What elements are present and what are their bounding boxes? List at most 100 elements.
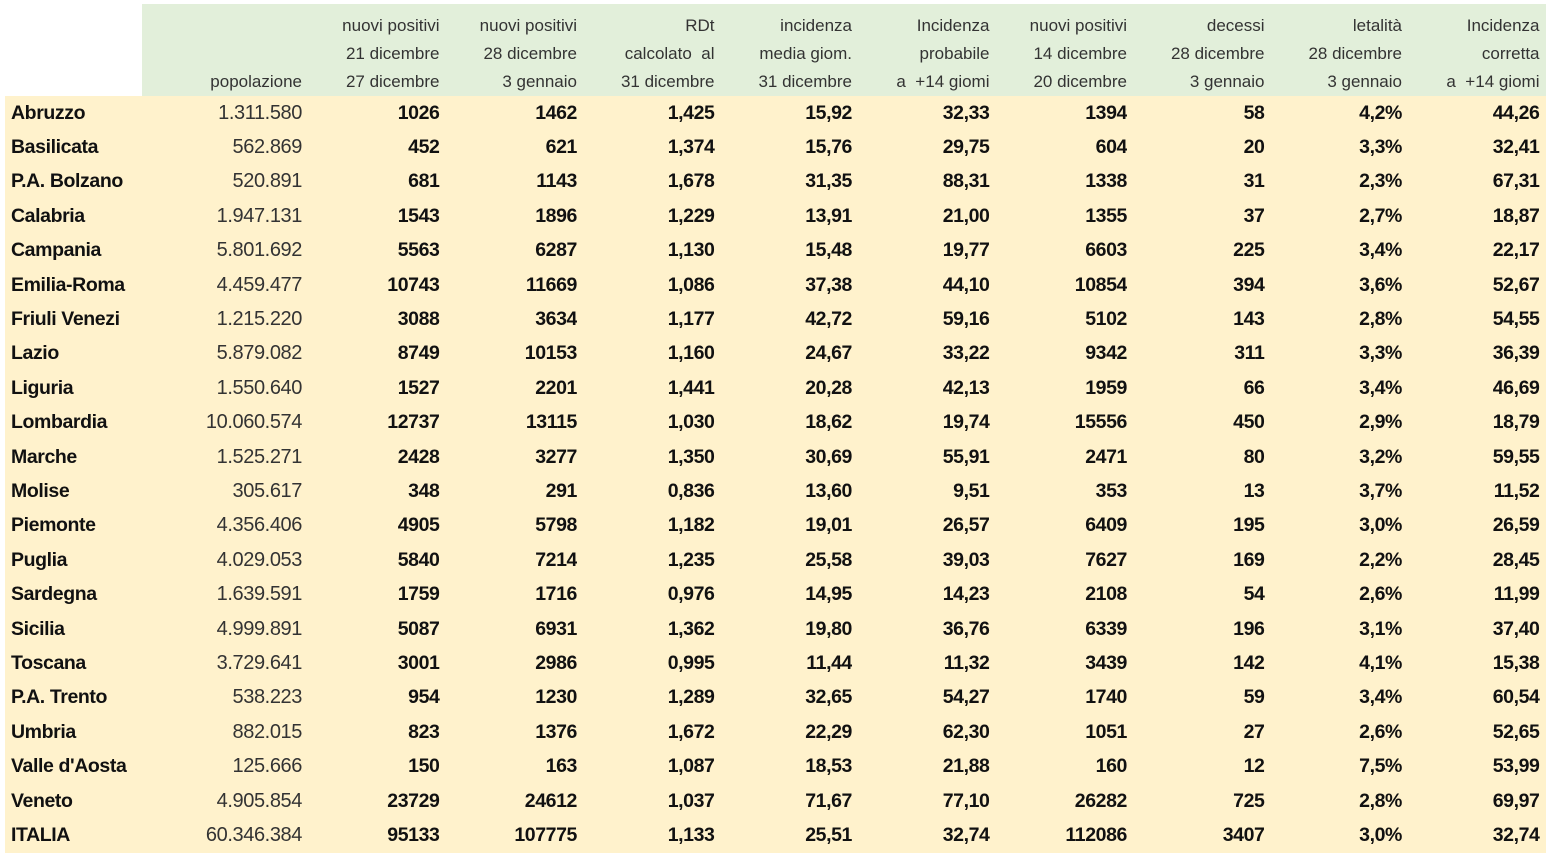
- cell-incidence-corrected: 44,26: [1492, 101, 1540, 124]
- body-background: [5, 96, 1546, 853]
- column-header-line: calcolato al: [624, 44, 715, 63]
- cell-incidence-probable: 59,16: [942, 308, 990, 331]
- cell-new-positives-dec21-27: 1026: [397, 101, 440, 124]
- cell-incidence-corrected: 28,45: [1492, 548, 1540, 571]
- cell-deaths: 20: [1243, 136, 1265, 159]
- cell-new-positives-dec14-20: 1355: [1085, 204, 1127, 227]
- cell-new-positives-dec28-jan3: 7214: [535, 548, 577, 571]
- column-header-new-positives-dec21-27: nuovi positivi 21 dicembre 27 dicembre: [302, 4, 439, 96]
- cell-new-positives-dec14-20: 160: [1095, 755, 1127, 778]
- cell-incidence-corrected: 18,87: [1492, 204, 1540, 227]
- cell-region: Friuli Venezi: [11, 308, 120, 331]
- cell-incidence-corrected: 52,67: [1492, 273, 1540, 296]
- table-row: Piemonte 4.356.406 4905 5798 1,182 19,01 26,57…: [5, 509, 1540, 543]
- cell-rdt: 1,235: [667, 548, 715, 571]
- cell-deaths: 142: [1233, 651, 1265, 674]
- cell-new-positives-dec21-27: 23729: [387, 789, 440, 812]
- cell-new-positives-dec21-27: 5563: [397, 239, 440, 262]
- cell-population: 4.999.891: [216, 617, 302, 640]
- cell-deaths: 725: [1233, 789, 1265, 812]
- cell-new-positives-dec28-jan3: 13115: [525, 411, 577, 434]
- cell-deaths: 12: [1243, 755, 1265, 778]
- cell-incidence-avg: 22,29: [805, 720, 852, 743]
- cell-region: Puglia: [11, 548, 68, 571]
- cell-incidence-probable: 19,74: [942, 411, 990, 434]
- cell-region: Veneto: [11, 789, 73, 812]
- column-header-line: letalità: [1352, 16, 1402, 35]
- cell-lethality: 3,7%: [1359, 479, 1402, 502]
- cell-lethality: 3,4%: [1359, 686, 1402, 709]
- table-row: Lazio 5.879.082 8749 10153 1,160 24,67 33,22 93…: [5, 337, 1540, 371]
- cell-new-positives-dec14-20: 604: [1095, 136, 1127, 159]
- table-row: Sicilia 4.999.891 5087 6931 1,362 19,80 36,76 6…: [5, 612, 1540, 646]
- cell-lethality: 3,3%: [1359, 136, 1402, 159]
- cell-lethality: 3,0%: [1359, 514, 1402, 537]
- cell-deaths: 27: [1243, 720, 1265, 743]
- cell-deaths: 54: [1243, 583, 1265, 606]
- column-header-new-positives-dec28-jan3: nuovi positivi 28 dicembre 3 gennaio: [440, 4, 577, 96]
- cell-incidence-avg: 25,51: [805, 823, 852, 846]
- cell-new-positives-dec28-jan3: 3277: [535, 445, 577, 468]
- cell-lethality: 2,9%: [1359, 411, 1402, 434]
- cell-deaths: 59: [1243, 686, 1265, 709]
- cell-new-positives-dec14-20: 5102: [1085, 308, 1127, 331]
- table-row: Puglia 4.029.053 5840 7214 1,235 25,58 39,03 76…: [5, 543, 1540, 577]
- cell-population: 60.346.384: [205, 823, 302, 846]
- column-header-line: Incidenza: [1466, 16, 1540, 35]
- column-header-line: 3 gennaio: [502, 72, 577, 91]
- cell-incidence-avg: 25,58: [805, 548, 852, 571]
- cell-region: Abruzzo: [11, 101, 86, 124]
- cell-lethality: 4,2%: [1359, 101, 1402, 124]
- column-header-deaths: decessi 28 dicembre 3 gennaio: [1127, 4, 1265, 96]
- cell-population: 520.891: [232, 170, 303, 193]
- cell-population: 538.223: [232, 686, 303, 709]
- cell-deaths: 31: [1243, 170, 1265, 193]
- cell-incidence-probable: 36,76: [942, 617, 990, 640]
- column-header-line: popolazione: [210, 72, 302, 91]
- cell-incidence-corrected: 26,59: [1492, 514, 1540, 537]
- cell-population: 3.729.641: [216, 651, 302, 674]
- cell-population: 1.550.640: [216, 376, 302, 399]
- cell-rdt: 1,160: [667, 342, 715, 365]
- cell-rdt: 1,087: [667, 755, 715, 778]
- cell-rdt: 1,037: [667, 789, 715, 812]
- cell-new-positives-dec21-27: 823: [408, 720, 440, 743]
- cell-rdt: 1,086: [667, 273, 715, 296]
- cell-rdt: 1,182: [667, 514, 715, 537]
- cell-new-positives-dec14-20: 15556: [1074, 411, 1127, 434]
- cell-incidence-corrected: 11,99: [1493, 583, 1540, 606]
- cell-deaths: 13: [1243, 479, 1265, 502]
- cell-region: Liguria: [11, 376, 74, 399]
- cell-new-positives-dec21-27: 12737: [387, 411, 440, 434]
- column-header-line: nuovi positivi: [1029, 16, 1127, 35]
- cell-region: Basilicata: [11, 136, 99, 159]
- cell-new-positives-dec14-20: 1959: [1085, 376, 1127, 399]
- cell-rdt: 0,995: [667, 651, 715, 674]
- header-background: [142, 4, 1546, 96]
- cell-new-positives-dec28-jan3: 5798: [535, 514, 577, 537]
- column-header-line: nuovi positivi: [479, 16, 577, 35]
- cell-lethality: 2,2%: [1359, 548, 1402, 571]
- cell-incidence-avg: 11,44: [806, 651, 852, 674]
- cell-population: 1.311.580: [218, 101, 302, 124]
- table-row: Friuli Venezi 1.215.220 3088 3634 1,177 42,72…: [5, 302, 1540, 336]
- cell-incidence-probable: 54,27: [942, 686, 990, 709]
- cell-incidence-corrected: 22,17: [1492, 239, 1540, 262]
- cell-new-positives-dec28-jan3: 2986: [535, 651, 577, 674]
- cell-incidence-avg: 42,72: [805, 308, 852, 331]
- cell-new-positives-dec14-20: 353: [1095, 479, 1127, 502]
- cell-incidence-probable: 26,57: [942, 514, 990, 537]
- cell-incidence-avg: 32,65: [805, 686, 852, 709]
- cell-lethality: 2,6%: [1359, 720, 1402, 743]
- cell-rdt: 1,362: [667, 617, 715, 640]
- cell-rdt: 1,678: [667, 170, 715, 193]
- column-header-lethality: letalità 28 dicembre 3 gennaio: [1265, 4, 1402, 96]
- cell-population: 4.356.406: [216, 514, 302, 537]
- cell-incidence-avg: 37,38: [805, 273, 852, 296]
- cell-incidence-avg: 15,92: [805, 101, 852, 124]
- cell-incidence-avg: 30,69: [805, 445, 852, 468]
- cell-incidence-corrected: 18,79: [1492, 411, 1540, 434]
- cell-new-positives-dec14-20: 1740: [1085, 686, 1127, 709]
- cell-new-positives-dec14-20: 7627: [1085, 548, 1127, 571]
- cell-new-positives-dec28-jan3: 1143: [536, 170, 577, 193]
